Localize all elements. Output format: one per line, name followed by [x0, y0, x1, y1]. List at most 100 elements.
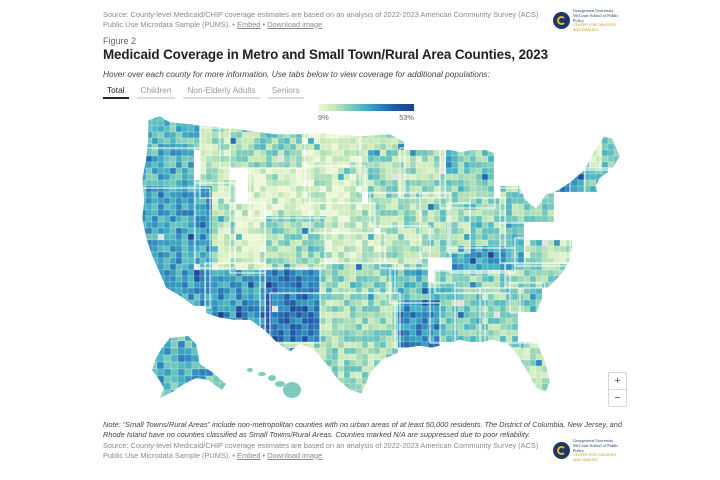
county-cell[interactable] [511, 191, 519, 199]
county-cell[interactable] [283, 119, 291, 127]
county-cell[interactable] [469, 239, 477, 247]
county-cell[interactable] [481, 353, 489, 361]
county-cell[interactable] [151, 209, 159, 217]
county-cell[interactable] [391, 233, 399, 241]
county-cell[interactable] [271, 329, 279, 337]
county-cell[interactable] [295, 203, 303, 211]
county-cell[interactable] [517, 389, 525, 396]
county-cell[interactable] [325, 251, 333, 259]
county-cell[interactable] [385, 365, 393, 373]
county-cell[interactable] [481, 275, 489, 283]
county-cell[interactable] [187, 221, 195, 229]
county-cell[interactable] [433, 215, 441, 223]
county-cell[interactable] [379, 335, 387, 343]
county-cell[interactable] [523, 293, 531, 301]
county-cell[interactable] [301, 269, 309, 277]
county-cell[interactable] [559, 155, 567, 163]
county-cell[interactable] [481, 227, 489, 235]
county-cell[interactable] [421, 215, 429, 223]
county-cell[interactable] [271, 365, 279, 373]
county-cell[interactable] [295, 305, 303, 313]
county-cell[interactable] [337, 371, 345, 379]
county-cell[interactable] [307, 335, 315, 343]
county-cell[interactable] [349, 281, 357, 289]
county-cell[interactable] [511, 383, 519, 391]
county-cell[interactable] [169, 263, 177, 271]
county-cell[interactable] [223, 311, 231, 319]
county-cell[interactable] [487, 335, 495, 343]
county-cell[interactable] [349, 191, 357, 199]
county-cell[interactable] [385, 233, 393, 241]
county-cell[interactable] [331, 137, 339, 145]
county-cell[interactable] [367, 275, 375, 283]
county-cell[interactable] [463, 311, 471, 319]
county-cell[interactable] [157, 197, 165, 205]
county-cell[interactable] [487, 383, 495, 391]
county-cell[interactable] [511, 371, 519, 379]
county-cell[interactable] [145, 197, 153, 205]
county-cell[interactable] [517, 269, 525, 277]
county-cell[interactable] [301, 347, 309, 355]
county-cell[interactable] [319, 323, 327, 331]
county-cell[interactable] [283, 251, 291, 259]
county-cell[interactable] [241, 305, 249, 313]
county-cell[interactable] [475, 161, 483, 169]
county-cell[interactable] [277, 161, 285, 169]
county-cell[interactable] [559, 251, 567, 259]
county-cell[interactable] [349, 263, 357, 271]
county-cell[interactable] [494, 396, 500, 402]
county-cell[interactable] [457, 281, 465, 289]
county-cell[interactable] [259, 173, 267, 181]
county-cell[interactable] [385, 215, 393, 223]
county-cell[interactable] [271, 281, 279, 289]
county-cell[interactable] [325, 137, 333, 145]
county-cell[interactable] [241, 311, 249, 319]
county-cell[interactable] [253, 221, 261, 229]
county-cell[interactable] [151, 137, 159, 145]
county-cell[interactable] [505, 353, 513, 361]
county-cell[interactable] [457, 209, 465, 217]
county-cell[interactable] [379, 281, 387, 289]
county-cell-alaska[interactable] [198, 354, 207, 363]
county-cell[interactable] [385, 221, 393, 229]
county-cell[interactable] [337, 161, 345, 169]
county-cell[interactable] [505, 377, 513, 385]
county-cell[interactable] [289, 335, 297, 343]
county-cell[interactable] [235, 311, 243, 319]
county-cell[interactable] [175, 143, 183, 151]
county-cell[interactable] [145, 299, 153, 307]
county-cell[interactable] [187, 245, 195, 253]
county-cell[interactable] [211, 245, 219, 253]
county-cell-alaska[interactable] [177, 340, 186, 349]
county-cell[interactable] [325, 347, 333, 355]
county-cell[interactable] [589, 161, 597, 169]
county-cell[interactable] [169, 167, 177, 175]
county-cell[interactable] [463, 305, 471, 313]
county-cell[interactable] [481, 215, 489, 223]
county-cell[interactable] [523, 167, 531, 175]
county-cell[interactable] [271, 311, 279, 319]
county-cell[interactable] [397, 305, 405, 313]
county-cell[interactable] [175, 161, 183, 169]
county-cell[interactable] [355, 353, 363, 361]
county-cell[interactable] [415, 179, 423, 187]
county-cell[interactable] [481, 161, 489, 169]
county-cell[interactable] [295, 293, 303, 301]
county-cell[interactable] [373, 305, 381, 313]
county-cell[interactable] [175, 197, 183, 205]
county-cell[interactable] [307, 371, 315, 379]
county-cell[interactable] [343, 221, 351, 229]
county-cell[interactable] [229, 161, 237, 169]
county-cell[interactable] [301, 389, 309, 396]
county-cell[interactable] [307, 377, 315, 385]
county-cell[interactable] [583, 143, 591, 151]
county-cell-alaska[interactable] [191, 340, 200, 349]
county-cell[interactable] [427, 239, 435, 247]
county-cell[interactable] [163, 161, 171, 169]
county-cell[interactable] [535, 353, 543, 361]
county-cell[interactable] [391, 209, 399, 217]
county-cell[interactable] [229, 149, 237, 157]
county-cell[interactable] [523, 179, 531, 187]
county-cell[interactable] [199, 203, 207, 211]
county-cell[interactable] [535, 215, 543, 223]
